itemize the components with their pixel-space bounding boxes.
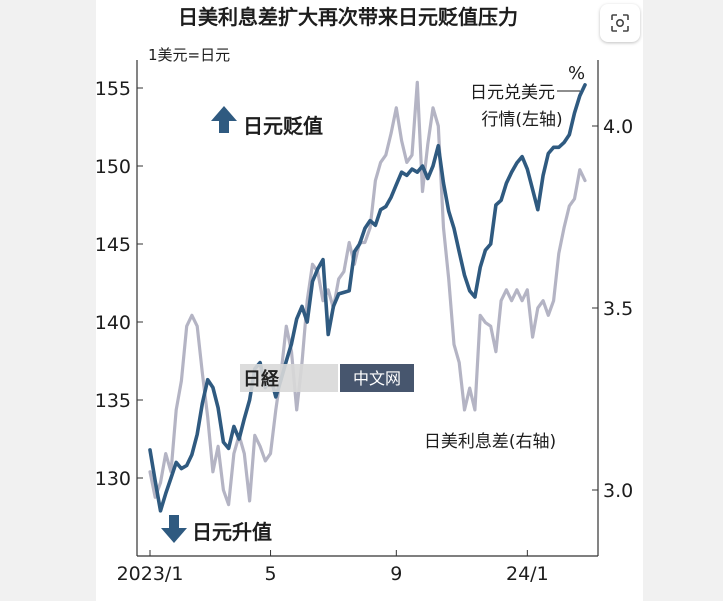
yen-weaker-label: 日元贬值 bbox=[243, 114, 323, 138]
fx-series-label: 日元兑美元 行情(左轴) bbox=[470, 83, 580, 130]
fx-label-line2: 行情(左轴) bbox=[481, 110, 562, 130]
watermark-logo: 日経 bbox=[243, 368, 280, 390]
left-axis-unit: 1美元=日元 bbox=[148, 46, 230, 64]
spread-series-label: 日美利息差(右轴) bbox=[424, 432, 556, 452]
watermark: 日経 中文网 bbox=[240, 364, 414, 392]
watermark-text: 中文网 bbox=[353, 369, 401, 388]
right-tick-label: 3.5 bbox=[603, 298, 633, 320]
left-tick-label: 155 bbox=[95, 78, 131, 100]
left-margin bbox=[0, 0, 96, 601]
left-tick-label: 130 bbox=[95, 468, 131, 490]
lens-icon bbox=[611, 14, 629, 32]
x-tick-label: 5 bbox=[264, 563, 276, 585]
x-tick-label: 2023/1 bbox=[117, 563, 184, 585]
right-axis-unit: % bbox=[568, 63, 585, 84]
right-margin bbox=[643, 0, 723, 601]
x-tick-label: 24/1 bbox=[506, 563, 549, 585]
x-tick-label: 9 bbox=[390, 563, 402, 585]
series-layer bbox=[148, 80, 587, 513]
yen-weaker-annotation: 日元贬值 bbox=[211, 106, 323, 138]
fx-label-line1: 日元兑美元 bbox=[470, 83, 555, 103]
chart-title: 日美利息差扩大再次带来日元贬值压力 bbox=[178, 5, 518, 29]
left-tick-label: 140 bbox=[95, 312, 131, 334]
fx-rate-line bbox=[148, 83, 587, 513]
right-tick-label: 4.0 bbox=[603, 116, 633, 138]
axes: 130 135 140 145 150 155 3.0 3.5 4.0 2023/1 5 9 24/1 bbox=[95, 60, 633, 585]
left-tick-label: 150 bbox=[95, 156, 131, 178]
rate-spread-line bbox=[148, 80, 587, 507]
yen-stronger-annotation: 日元升值 bbox=[161, 515, 272, 544]
right-tick-label: 3.0 bbox=[603, 480, 633, 502]
arrow-down-icon bbox=[161, 515, 187, 543]
arrow-up-icon bbox=[211, 106, 237, 133]
chart-panel bbox=[96, 0, 643, 601]
yen-stronger-label: 日元升值 bbox=[192, 520, 272, 544]
left-tick-label: 145 bbox=[95, 234, 131, 256]
visual-search-button[interactable] bbox=[600, 4, 640, 42]
left-tick-label: 135 bbox=[95, 390, 131, 412]
